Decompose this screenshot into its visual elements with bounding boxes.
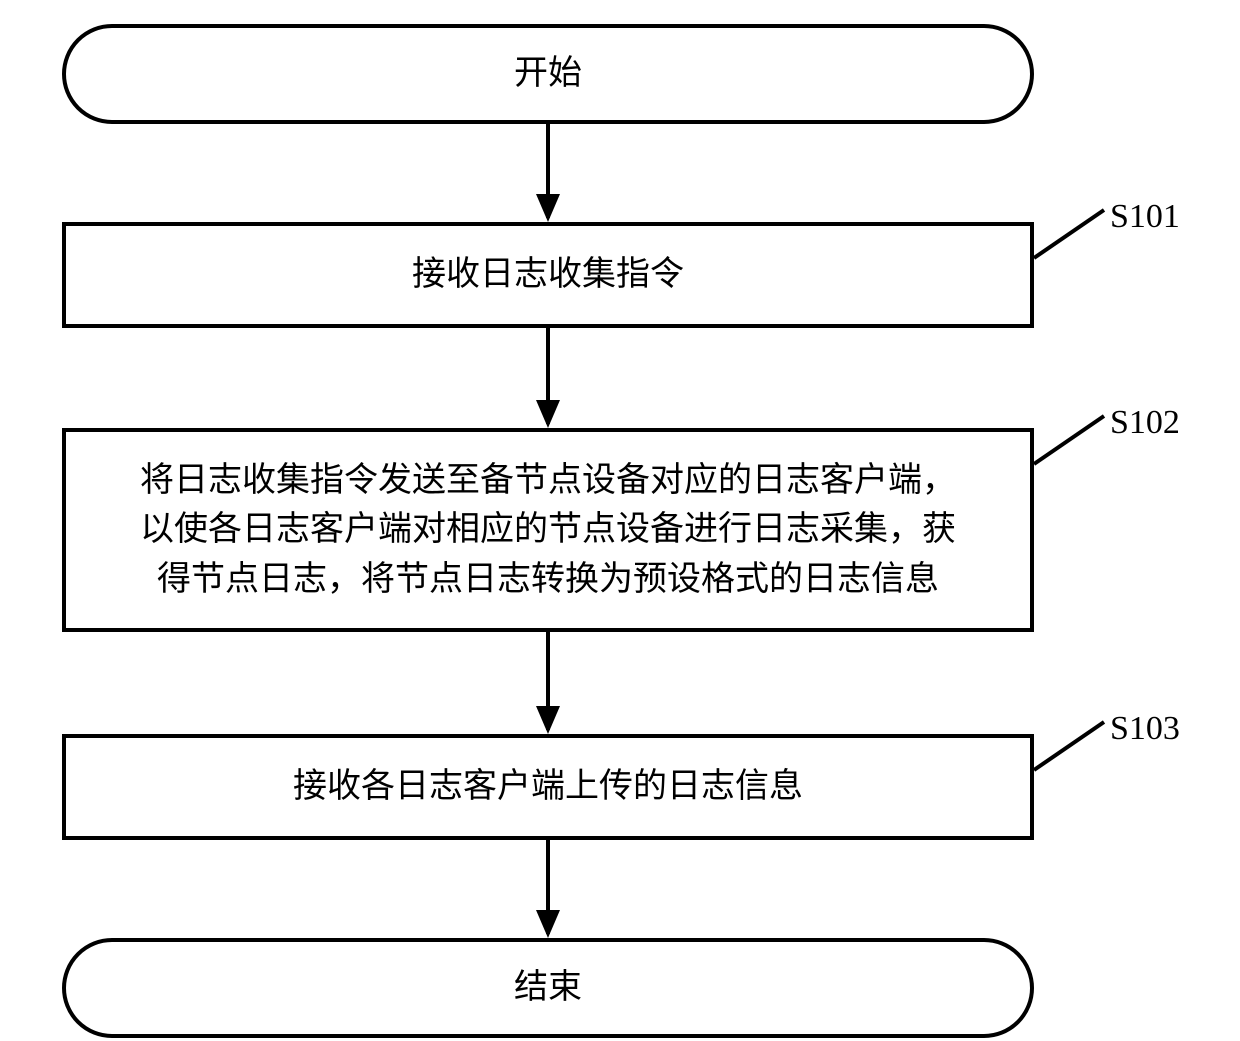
- start-text: 开始: [514, 49, 582, 98]
- process-s102-text: 将日志收集指令发送至备节点设备对应的日志客户端， 以使各日志客户端对相应的节点设…: [140, 456, 956, 604]
- leader-line: [1034, 722, 1104, 770]
- step-label-s103-text: S103: [1110, 710, 1180, 747]
- process-s101: 接收日志收集指令: [62, 222, 1034, 328]
- step-label-s103: S103: [1110, 710, 1180, 748]
- process-s102: 将日志收集指令发送至备节点设备对应的日志客户端， 以使各日志客户端对相应的节点设…: [62, 428, 1034, 632]
- process-s103-text: 接收各日志客户端上传的日志信息: [293, 762, 803, 811]
- step-label-s102-text: S102: [1110, 404, 1180, 441]
- leaders-group: [1034, 210, 1104, 770]
- step-label-s101-text: S101: [1110, 198, 1180, 235]
- process-s101-text: 接收日志收集指令: [412, 250, 684, 299]
- process-s103: 接收各日志客户端上传的日志信息: [62, 734, 1034, 840]
- step-label-s101: S101: [1110, 198, 1180, 236]
- leader-line: [1034, 416, 1104, 464]
- flowchart-canvas: 开始 接收日志收集指令 将日志收集指令发送至备节点设备对应的日志客户端， 以使各…: [0, 0, 1240, 1041]
- end-text: 结束: [514, 963, 582, 1012]
- step-label-s102: S102: [1110, 404, 1180, 442]
- end-terminator: 结束: [62, 938, 1034, 1038]
- leader-line: [1034, 210, 1104, 258]
- start-terminator: 开始: [62, 24, 1034, 124]
